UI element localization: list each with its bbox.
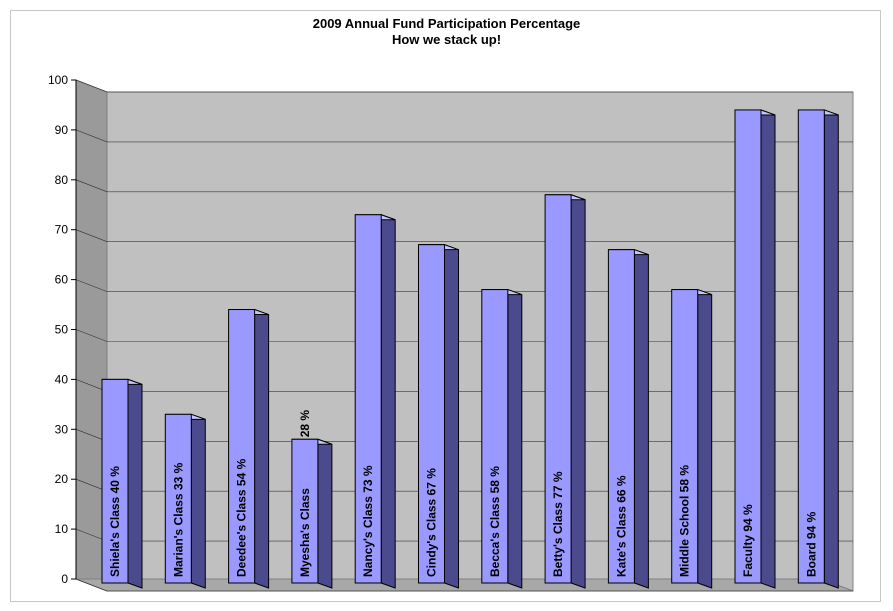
bar <box>418 244 445 584</box>
bar <box>164 413 192 584</box>
gridline <box>75 179 853 193</box>
bar-data-label: Faculty 94 % <box>741 504 755 577</box>
gridline <box>75 329 853 342</box>
bar-data-label: Becca's Class 58 % <box>488 466 502 577</box>
bar-data-label: Betty's Class 77 % <box>551 471 565 577</box>
gridline <box>75 578 853 592</box>
y-tick-label: 10 <box>55 522 69 536</box>
bar-side <box>823 109 839 589</box>
bar-data-label: Cindy's Class 67 % <box>425 468 439 577</box>
chart-subtitle: How we stack up! <box>391 32 502 47</box>
bar-side <box>760 109 776 589</box>
chart-title-block: 2009 Annual Fund Participation Percentag… <box>0 16 893 48</box>
bar-data-label-outside: 28 % <box>298 410 312 438</box>
y-tick-label: 0 <box>61 572 68 586</box>
gridline <box>75 129 853 143</box>
bar <box>481 289 509 584</box>
y-tick-label: 90 <box>55 123 69 137</box>
bar-data-label: Marian's Class 33 % <box>171 462 185 577</box>
bar-data-label: Kate's Class 66 % <box>614 475 628 577</box>
y-tick-label: 30 <box>55 422 69 436</box>
y-tick-label: 70 <box>55 223 69 237</box>
bar-side <box>444 243 459 589</box>
bar <box>607 249 635 584</box>
bar-data-label: Nancy's Class 73 % <box>361 465 375 577</box>
bar-data-label: Deedee's Class 54 % <box>235 458 249 577</box>
y-tick-label: 50 <box>55 323 69 337</box>
bar-data-label: Shiela's Class 40 % <box>108 466 122 577</box>
bar-side <box>190 413 206 589</box>
bar-side <box>570 194 586 589</box>
bar-side <box>507 288 523 589</box>
bar-data-label: Board 94 % <box>804 511 818 577</box>
gridline <box>75 229 853 242</box>
bar <box>544 194 572 584</box>
bar-side <box>380 214 396 589</box>
bar <box>797 109 825 584</box>
bar-side <box>127 378 143 589</box>
gridline <box>75 279 853 292</box>
bar <box>101 378 129 584</box>
bar-side <box>633 248 649 589</box>
bar <box>291 438 319 584</box>
y-tick-label: 60 <box>55 273 69 287</box>
bar-side <box>317 438 333 589</box>
y-tick-label: 80 <box>55 173 69 187</box>
bar-side <box>697 288 713 589</box>
bar <box>734 109 762 584</box>
y-tick-label: 100 <box>48 73 68 87</box>
bar-side <box>254 308 270 589</box>
y-tick-label: 40 <box>55 372 69 386</box>
bar-data-label: Myesha's Class <box>298 488 312 577</box>
bar <box>228 309 256 584</box>
bar <box>671 289 699 584</box>
gridline <box>75 79 853 93</box>
bar-data-label: Middle School 58 % <box>678 465 692 577</box>
chart-title: 2009 Annual Fund Participation Percentag… <box>312 16 581 31</box>
bar <box>354 214 382 584</box>
y-tick-label: 20 <box>55 472 69 486</box>
